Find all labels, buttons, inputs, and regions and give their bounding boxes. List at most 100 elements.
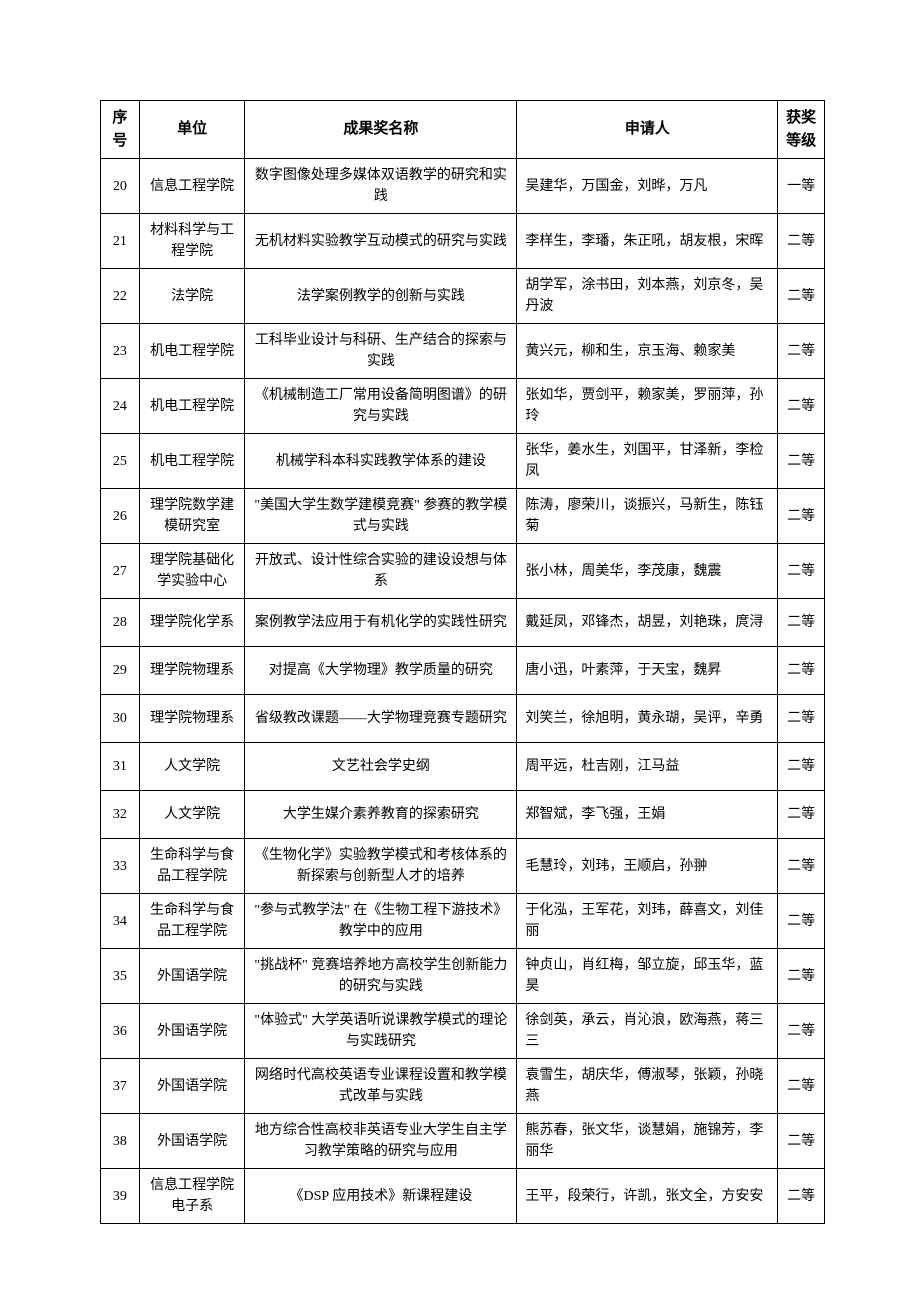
cell-num: 35	[101, 949, 140, 1004]
cell-title: 文艺社会学史纲	[245, 743, 517, 791]
cell-dept: 外国语学院	[139, 1059, 244, 1114]
cell-level: 二等	[778, 214, 825, 269]
cell-title: 《生物化学》实验教学模式和考核体系的新探索与创新型人才的培养	[245, 839, 517, 894]
cell-applicants: 黄兴元，柳和生，京玉海、赖家美	[517, 324, 778, 379]
cell-title: 无机材料实验教学互动模式的研究与实践	[245, 214, 517, 269]
table-row: 23机电工程学院工科毕业设计与科研、生产结合的探索与实践黄兴元，柳和生，京玉海、…	[101, 324, 825, 379]
cell-num: 28	[101, 599, 140, 647]
table-row: 31人文学院文艺社会学史纲周平远，杜吉刚，江马益二等	[101, 743, 825, 791]
col-header-num: 序号	[101, 101, 140, 159]
cell-level: 二等	[778, 269, 825, 324]
cell-level: 二等	[778, 894, 825, 949]
table-row: 21材料科学与工程学院无机材料实验教学互动模式的研究与实践李样生，李璠，朱正吼，…	[101, 214, 825, 269]
cell-title: 大学生媒介素养教育的探索研究	[245, 791, 517, 839]
cell-dept: 信息工程学院	[139, 159, 244, 214]
cell-title: 开放式、设计性综合实验的建设设想与体系	[245, 544, 517, 599]
table-row: 24机电工程学院《机械制造工厂常用设备简明图谱》的研究与实践张如华，贾剑平，赖家…	[101, 379, 825, 434]
cell-title: 法学案例教学的创新与实践	[245, 269, 517, 324]
cell-level: 二等	[778, 1059, 825, 1114]
cell-title: 《DSP 应用技术》新课程建设	[245, 1169, 517, 1224]
table-row: 32人文学院大学生媒介素养教育的探索研究郑智斌，李飞强，王娟二等	[101, 791, 825, 839]
cell-applicants: 徐剑英，承云，肖沁浪，欧海燕，蒋三三	[517, 1004, 778, 1059]
cell-level: 二等	[778, 324, 825, 379]
cell-applicants: 张如华，贾剑平，赖家美，罗丽萍，孙玲	[517, 379, 778, 434]
cell-level: 二等	[778, 1004, 825, 1059]
cell-num: 21	[101, 214, 140, 269]
table-row: 30理学院物理系省级教改课题——大学物理竞赛专题研究刘笑兰，徐旭明，黄永瑚，吴评…	[101, 695, 825, 743]
table-row: 22法学院法学案例教学的创新与实践胡学军，涂书田，刘本燕，刘京冬，吴丹波二等	[101, 269, 825, 324]
cell-title: 数字图像处理多媒体双语教学的研究和实践	[245, 159, 517, 214]
cell-applicants: 毛慧玲，刘玮，王顺启，孙翀	[517, 839, 778, 894]
cell-dept: 人文学院	[139, 743, 244, 791]
cell-level: 二等	[778, 489, 825, 544]
cell-dept: 机电工程学院	[139, 324, 244, 379]
cell-num: 27	[101, 544, 140, 599]
cell-applicants: 张小林，周美华，李茂康，魏震	[517, 544, 778, 599]
cell-num: 26	[101, 489, 140, 544]
cell-title: 网络时代高校英语专业课程设置和教学模式改革与实践	[245, 1059, 517, 1114]
cell-level: 一等	[778, 159, 825, 214]
cell-level: 二等	[778, 647, 825, 695]
table-row: 29理学院物理系对提高《大学物理》教学质量的研究唐小迅，叶素萍，于天宝，魏昇二等	[101, 647, 825, 695]
table-row: 35外国语学院"挑战杯" 竞赛培养地方高校学生创新能力的研究与实践钟贞山，肖红梅…	[101, 949, 825, 1004]
cell-applicants: 周平远，杜吉刚，江马益	[517, 743, 778, 791]
cell-applicants: 戴延凤，邓锋杰，胡昱，刘艳珠，庹浔	[517, 599, 778, 647]
table-row: 25机电工程学院机械学科本科实践教学体系的建设张华，姜水生，刘国平，甘泽新，李检…	[101, 434, 825, 489]
cell-applicants: 袁雪生，胡庆华，傅淑琴，张颖，孙晓燕	[517, 1059, 778, 1114]
col-header-level: 获奖等级	[778, 101, 825, 159]
cell-level: 二等	[778, 743, 825, 791]
cell-applicants: 郑智斌，李飞强，王娟	[517, 791, 778, 839]
cell-dept: 理学院物理系	[139, 695, 244, 743]
cell-applicants: 陈涛，廖荣川，谈振兴，马新生，陈钰菊	[517, 489, 778, 544]
cell-num: 30	[101, 695, 140, 743]
cell-num: 36	[101, 1004, 140, 1059]
cell-applicants: 张华，姜水生，刘国平，甘泽新，李检凤	[517, 434, 778, 489]
cell-title: 工科毕业设计与科研、生产结合的探索与实践	[245, 324, 517, 379]
cell-applicants: 唐小迅，叶素萍，于天宝，魏昇	[517, 647, 778, 695]
cell-title: 对提高《大学物理》教学质量的研究	[245, 647, 517, 695]
table-row: 38外国语学院地方综合性高校非英语专业大学生自主学习教学策略的研究与应用熊苏春，…	[101, 1114, 825, 1169]
cell-dept: 法学院	[139, 269, 244, 324]
table-row: 37外国语学院网络时代高校英语专业课程设置和教学模式改革与实践袁雪生，胡庆华，傅…	[101, 1059, 825, 1114]
cell-dept: 理学院化学系	[139, 599, 244, 647]
cell-applicants: 刘笑兰，徐旭明，黄永瑚，吴评，辛勇	[517, 695, 778, 743]
cell-dept: 机电工程学院	[139, 434, 244, 489]
cell-num: 31	[101, 743, 140, 791]
cell-dept: 材料科学与工程学院	[139, 214, 244, 269]
cell-num: 23	[101, 324, 140, 379]
cell-title: 《机械制造工厂常用设备简明图谱》的研究与实践	[245, 379, 517, 434]
cell-num: 24	[101, 379, 140, 434]
cell-applicants: 于化泓，王军花，刘玮，薛喜文，刘佳丽	[517, 894, 778, 949]
cell-dept: 信息工程学院电子系	[139, 1169, 244, 1224]
table-row: 26理学院数学建模研究室"美国大学生数学建模竞赛" 参赛的教学模式与实践陈涛，廖…	[101, 489, 825, 544]
cell-applicants: 李样生，李璠，朱正吼，胡友根，宋晖	[517, 214, 778, 269]
table-row: 33生命科学与食品工程学院《生物化学》实验教学模式和考核体系的新探索与创新型人才…	[101, 839, 825, 894]
cell-dept: 生命科学与食品工程学院	[139, 839, 244, 894]
cell-dept: 理学院物理系	[139, 647, 244, 695]
cell-level: 二等	[778, 379, 825, 434]
cell-title: "挑战杯" 竞赛培养地方高校学生创新能力的研究与实践	[245, 949, 517, 1004]
cell-applicants: 吴建华，万国金，刘晔，万凡	[517, 159, 778, 214]
cell-num: 22	[101, 269, 140, 324]
cell-title: 地方综合性高校非英语专业大学生自主学习教学策略的研究与应用	[245, 1114, 517, 1169]
cell-applicants: 胡学军，涂书田，刘本燕，刘京冬，吴丹波	[517, 269, 778, 324]
cell-level: 二等	[778, 949, 825, 1004]
cell-dept: 理学院数学建模研究室	[139, 489, 244, 544]
table-row: 28理学院化学系案例教学法应用于有机化学的实践性研究戴延凤，邓锋杰，胡昱，刘艳珠…	[101, 599, 825, 647]
table-row: 39信息工程学院电子系《DSP 应用技术》新课程建设王平，段荣行，许凯，张文全，…	[101, 1169, 825, 1224]
cell-dept: 人文学院	[139, 791, 244, 839]
cell-num: 29	[101, 647, 140, 695]
table-row: 36外国语学院"体验式" 大学英语听说课教学模式的理论与实践研究徐剑英，承云，肖…	[101, 1004, 825, 1059]
cell-applicants: 熊苏春，张文华，谈慧娟，施锦芳，李丽华	[517, 1114, 778, 1169]
cell-level: 二等	[778, 791, 825, 839]
table-row: 20信息工程学院数字图像处理多媒体双语教学的研究和实践吴建华，万国金，刘晔，万凡…	[101, 159, 825, 214]
cell-applicants: 钟贞山，肖红梅，邹立旋，邱玉华，蓝昊	[517, 949, 778, 1004]
cell-dept: 理学院基础化学实验中心	[139, 544, 244, 599]
cell-num: 33	[101, 839, 140, 894]
cell-num: 32	[101, 791, 140, 839]
table-row: 27理学院基础化学实验中心开放式、设计性综合实验的建设设想与体系张小林，周美华，…	[101, 544, 825, 599]
cell-level: 二等	[778, 839, 825, 894]
cell-title: 省级教改课题——大学物理竞赛专题研究	[245, 695, 517, 743]
cell-level: 二等	[778, 434, 825, 489]
col-header-title: 成果奖名称	[245, 101, 517, 159]
